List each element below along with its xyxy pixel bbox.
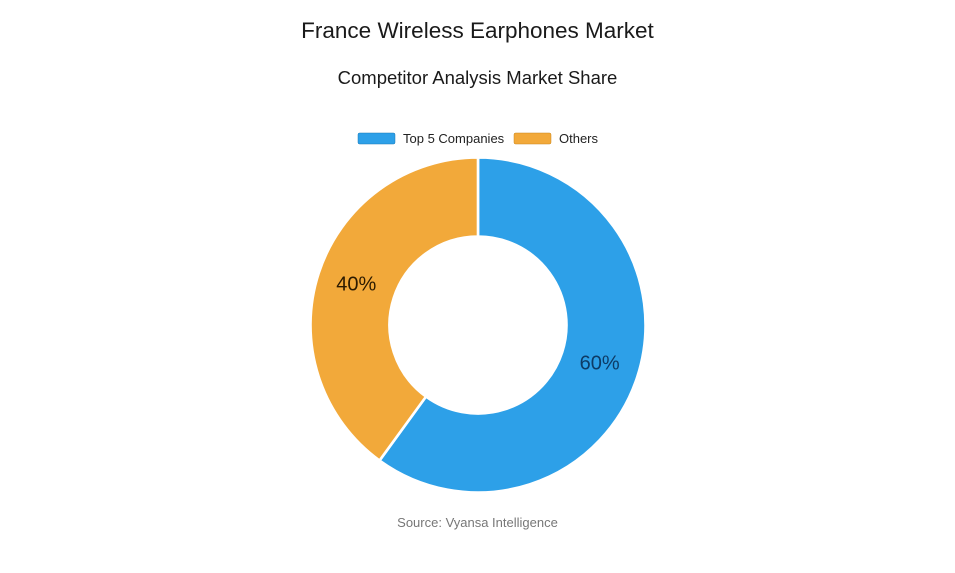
- svg-text:60%: 60%: [580, 353, 620, 375]
- svg-text:Top 5 Companies: Top 5 Companies: [403, 131, 505, 146]
- svg-text:40%: 40%: [336, 274, 376, 296]
- svg-text:Others: Others: [559, 131, 599, 146]
